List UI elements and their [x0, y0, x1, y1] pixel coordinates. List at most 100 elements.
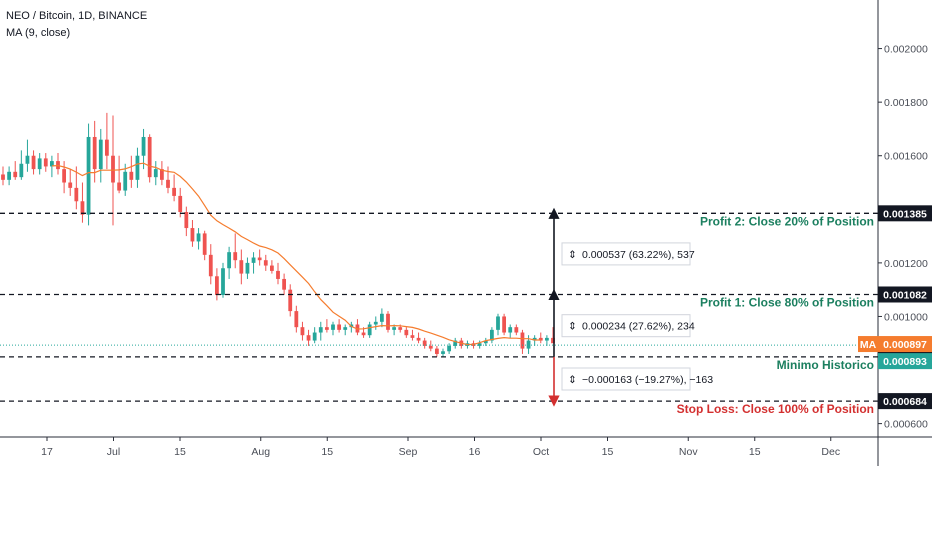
candle	[172, 174, 177, 202]
measure-box	[561, 242, 691, 266]
candle-body	[276, 270, 280, 279]
candle	[386, 311, 390, 333]
candle	[98, 128, 103, 183]
candle	[239, 249, 244, 285]
level-price-label: 0.001385	[883, 208, 927, 220]
candle	[74, 166, 79, 210]
y-tick-label: 0.001600	[884, 151, 928, 163]
measure-label: 0.000537 (63.22%), 537	[582, 249, 695, 261]
x-tick-label: 15	[602, 446, 614, 458]
candle	[129, 155, 134, 188]
x-tick-label: Dec	[821, 446, 840, 458]
candle	[202, 230, 207, 261]
candle-body	[288, 289, 293, 312]
x-tick-label: Aug	[251, 446, 270, 458]
candle-body	[300, 327, 305, 336]
candle-body	[544, 337, 549, 341]
candle-body	[263, 260, 268, 266]
candle	[221, 262, 225, 298]
candle	[441, 348, 445, 357]
measure-icon: ⇕	[568, 321, 577, 333]
candle	[104, 112, 109, 170]
candle-body	[147, 136, 152, 178]
candle-body	[245, 262, 250, 274]
candle-body	[98, 139, 103, 170]
candle-body	[447, 345, 452, 352]
candle	[13, 161, 18, 180]
level-label: Minimo Historico	[777, 358, 874, 372]
candle	[453, 337, 458, 349]
candle-body	[373, 321, 378, 325]
level-label: Profit 2: Close 20% of Position	[700, 214, 874, 228]
candle	[483, 337, 488, 346]
candle-body	[166, 179, 170, 188]
candle-body	[135, 155, 140, 180]
candle-body	[386, 313, 390, 330]
candle	[178, 187, 183, 218]
candle-body	[416, 337, 421, 341]
candle-body	[526, 340, 531, 349]
candle-body	[227, 252, 232, 269]
candle	[7, 166, 12, 186]
x-tick-label: 15	[174, 446, 186, 458]
candle	[25, 139, 30, 172]
candle-body	[331, 324, 335, 330]
candle-body	[551, 337, 555, 344]
measure-icon: ⇕	[568, 249, 577, 261]
candle-body	[221, 268, 225, 296]
candle	[514, 324, 519, 336]
level-label: Profit 1: Close 80% of Position	[700, 295, 874, 309]
candle-body	[477, 343, 482, 346]
candle-body	[202, 233, 207, 255]
measure-box	[561, 314, 691, 338]
candle	[373, 316, 378, 330]
candle-body	[294, 311, 299, 328]
ma-tag-box	[858, 336, 878, 353]
ma-tag-label: MA	[860, 339, 877, 351]
candle	[544, 335, 549, 346]
ma-price-box	[878, 336, 932, 353]
candle-body	[214, 276, 219, 296]
candle-body	[49, 161, 54, 167]
candle	[117, 155, 122, 194]
candle	[312, 327, 317, 344]
current-price-label: 0.000893	[883, 356, 927, 368]
candle-body	[43, 158, 48, 167]
candle-body	[7, 171, 12, 180]
level-price-label: 0.000684	[883, 396, 927, 408]
candle-body	[178, 195, 183, 212]
measure-icon: ⇕	[568, 374, 577, 386]
candle	[251, 252, 256, 274]
candle-body	[37, 158, 42, 170]
candle	[166, 166, 170, 194]
candle-body	[434, 348, 439, 354]
candle	[276, 262, 280, 285]
candle	[422, 337, 427, 349]
candle	[196, 228, 201, 250]
candle	[496, 313, 500, 336]
chart-legend: NEO / Bitcoin, 1D, BINANCE MA (9, close)	[6, 8, 147, 42]
measure-box	[561, 367, 691, 391]
x-tick-label: Jul	[107, 446, 120, 458]
candle	[184, 206, 189, 237]
candle	[300, 321, 305, 341]
candle	[227, 246, 232, 279]
candle-body	[404, 329, 409, 336]
candle	[92, 120, 97, 183]
candle	[379, 308, 384, 328]
candle	[508, 324, 513, 338]
candle-body	[502, 316, 507, 333]
candle	[49, 155, 54, 178]
candle	[159, 161, 164, 186]
candle-body	[159, 169, 164, 180]
candle	[331, 321, 335, 336]
candle-body	[337, 324, 342, 330]
candle-body	[68, 182, 73, 188]
candle	[306, 329, 311, 346]
candle-body	[196, 233, 201, 242]
level-price-label: 0.001082	[883, 289, 927, 301]
candle	[208, 244, 213, 285]
candle-body	[92, 136, 97, 170]
